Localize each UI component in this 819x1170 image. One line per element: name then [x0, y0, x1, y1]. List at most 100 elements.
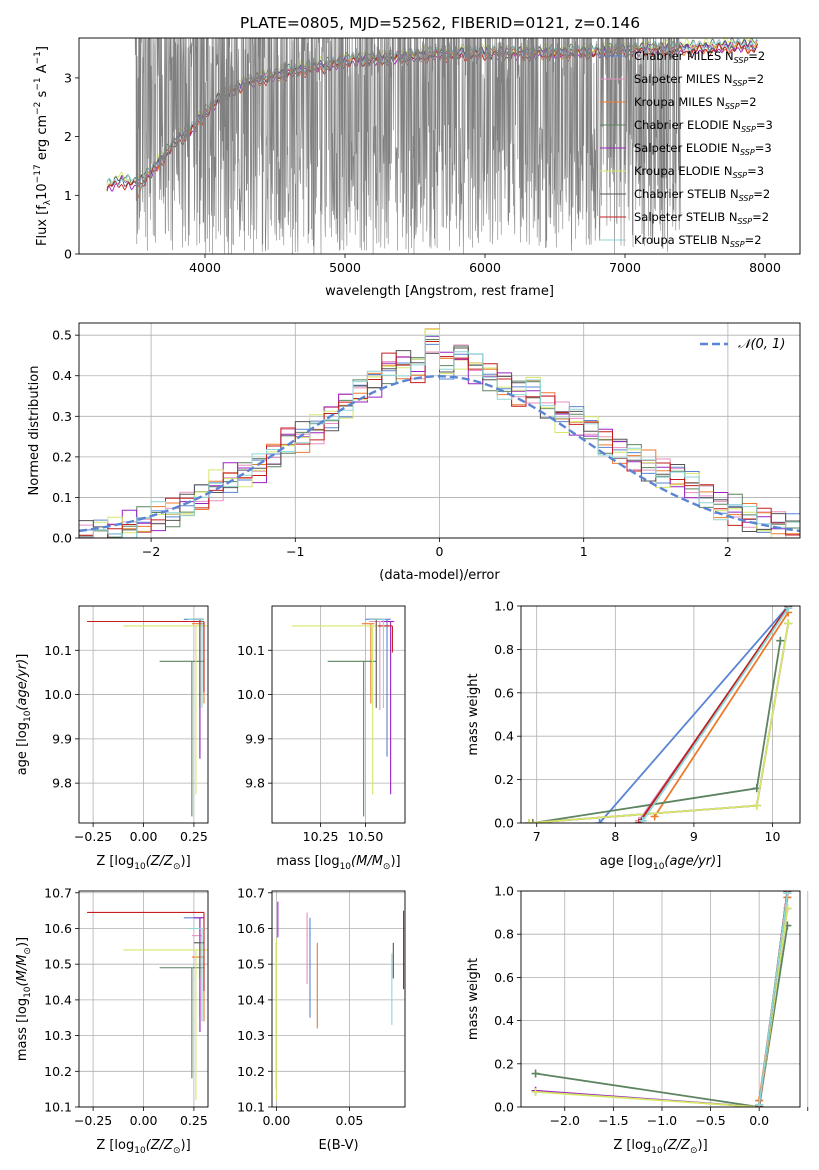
y-axis-label: Normed distribution: [27, 366, 42, 496]
grid: [272, 891, 405, 1108]
y-tick-label: 1.0: [494, 599, 514, 614]
y-tick-label: 0.8: [494, 642, 514, 657]
y-tick-label: 10.2: [44, 1064, 72, 1079]
figure-title: PLATE=0805, MJD=52562, FIBERID=0121, z=0…: [240, 14, 640, 32]
x-tick-label: −0.25: [74, 1113, 112, 1128]
axes-frame: [271, 890, 406, 1108]
x-tick-label: 10.25: [303, 829, 339, 844]
y-tick-label: 10.1: [237, 1100, 265, 1115]
panel-residuals: −2 −1 0 1 2 0.0 0.1 0.2 0.3 0.4 0.5 𝒩(0, 1) (data-mo…: [27, 322, 801, 583]
y-axis-label: mass weight: [466, 673, 481, 755]
grid: [79, 606, 208, 823]
axes-frame: [78, 322, 801, 539]
axes-frame: [271, 605, 406, 824]
line-chabrier-miles: [598, 606, 789, 823]
y-tick-label: 0.8: [494, 927, 514, 942]
x-tick-label: −1: [286, 544, 304, 559]
plot-area: [524, 606, 793, 823]
x-tick-label: 10.50: [348, 829, 384, 844]
x-axis-label: E(B-V): [318, 1138, 358, 1153]
axes-frame: [520, 605, 801, 824]
y-tick-label: 9.8: [52, 776, 72, 791]
x-tick-label: 9: [690, 829, 698, 844]
y-tick-label: 10.2: [237, 1064, 265, 1079]
axes-frame: [78, 890, 209, 1108]
axis-label: age [log10(age/yr)]: [600, 854, 722, 872]
y-tick-label: 10.0: [44, 687, 72, 702]
x-tick-label: −1.5: [598, 1113, 628, 1128]
plot-area: [275, 901, 405, 1100]
axis-label: Z [log10(Z/Z⊙)]: [96, 1138, 190, 1156]
x-tick-label: −2: [142, 544, 160, 559]
legend-label-kroupa-elodie: Kroupa ELODIE NSSP=3: [634, 164, 764, 180]
marker-kroupa-stelib: [783, 891, 792, 898]
y-tick-label: 1: [64, 188, 72, 203]
y-tick-label: 0.4: [494, 729, 514, 744]
y-axis-label: Flux [fλ10−17 erg cm−2 s−1 A−1]: [33, 46, 53, 246]
marker-kroupa-stelib: [784, 606, 793, 613]
y-tick-label: 10.5: [44, 957, 72, 972]
x-tick-label: 0.25: [180, 1113, 208, 1128]
y-tick-label: 0.6: [494, 970, 514, 985]
marker-kroupa-stelib: [755, 1100, 764, 1107]
y-tick-label: 10.4: [237, 992, 265, 1007]
y-tick-label: 0.4: [52, 368, 72, 383]
x-tick-label: 7: [533, 829, 541, 844]
x-tick-label: 5000: [329, 260, 361, 275]
x-tick-label: −1.0: [647, 1113, 677, 1128]
x-tick-label: 0.00: [130, 1113, 158, 1128]
y-tick-label: 9.9: [52, 731, 72, 746]
y-tick-label: 10.7: [237, 885, 265, 900]
x-tick-label: 6000: [469, 260, 501, 275]
y-tick-label: 3: [64, 70, 72, 85]
x-tick-label: 8000: [749, 260, 781, 275]
line-kroupa-stelib: [758, 893, 789, 1105]
y-tick-label: 10.3: [237, 1028, 265, 1043]
plot-area: [87, 911, 208, 1100]
y-tick-label: 10.1: [237, 643, 265, 658]
y-tick-label: 0.3: [52, 409, 72, 424]
legend-label-gaussian: 𝒩(0, 1): [738, 337, 785, 352]
y-tick-label: 10.6: [44, 921, 72, 936]
legend-label-chabrier-elodie: Chabrier ELODIE NSSP=3: [634, 118, 773, 134]
y-tick-label: 10.4: [44, 992, 72, 1007]
axes-frame: [78, 37, 801, 255]
marker-chabrier-miles: [595, 819, 604, 823]
y-tick-label: 10.6: [237, 921, 265, 936]
x-tick-label: 0.0: [749, 1113, 769, 1128]
y-tick-label: 10.7: [44, 885, 72, 900]
panel-mass-weight-vs-Z: −2.0 −1.5 −1.0 −0.5 0.0 0.0 0.2 0.4 0.6 0.8 1.0 Z […: [466, 884, 809, 1156]
line-salpeter-elodie: [535, 908, 789, 1107]
line-kroupa-elodie: [535, 908, 789, 1107]
axes-frame: [520, 890, 801, 1108]
x-axis-label: wavelength [Angstrom, rest frame]: [325, 284, 554, 299]
marker-kroupa-elodie: [524, 819, 533, 823]
x-tick-label: 2: [724, 544, 732, 559]
line-kroupa-miles: [653, 612, 789, 817]
grid: [79, 891, 208, 1108]
axis-label: age [log10(age/yr)]: [15, 654, 33, 776]
x-tick-label: 0.00: [262, 1113, 290, 1128]
y-tick-label: 10.1: [44, 643, 72, 658]
y-tick-label: 1.0: [494, 884, 514, 899]
x-tick-label: 0.05: [336, 1113, 364, 1128]
plot-area: [291, 618, 395, 817]
plot-area: [531, 891, 792, 1107]
y-tick-label: 9.8: [245, 776, 265, 791]
panel-age-vs-mass: 10.25 10.50 9.8 9.9 10.0 10.1 mass [log10(M/M⊙…: [237, 605, 406, 872]
panel-mass-vs-ebv: 0.00 0.05 10.1 10.2 10.3 10.4 10.5 10.6 10.7 E(B-…: [237, 885, 406, 1153]
marker-chabrier-elodie: [528, 819, 537, 823]
y-tick-label: 0.2: [494, 1056, 514, 1071]
y-tick-label: 0.0: [494, 1100, 514, 1115]
panel-mass-weight-vs-age: 7 8 9 10 0.0 0.2 0.4 0.6 0.8 1.0 age [log10(age/yr…: [466, 599, 801, 872]
y-tick-label: 10.1: [44, 1100, 72, 1115]
y-tick-label: 0.2: [52, 449, 72, 464]
legend-label-salpeter-miles: Salpeter MILES NSSP=2: [634, 72, 764, 88]
legend-label-salpeter-elodie: Salpeter ELODIE NSSP=3: [634, 141, 772, 157]
axes-frame: [78, 605, 209, 824]
x-tick-label: 4000: [189, 260, 221, 275]
axis-label: Z [log10(Z/Z⊙)]: [96, 854, 190, 872]
axis-label: mass [log10(M/M⊙)]: [15, 937, 33, 1061]
marker-kroupa-elodie: [531, 1087, 540, 1096]
